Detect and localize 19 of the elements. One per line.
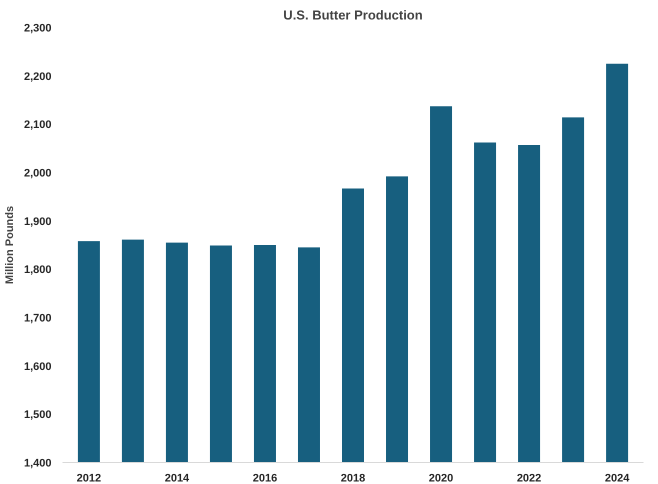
y-tick-label: 1,600 <box>24 360 52 373</box>
x-tick-label: 2016 <box>252 472 278 484</box>
x-tick-label: 2018 <box>340 472 366 484</box>
y-tick-label: 1,700 <box>24 312 52 324</box>
chart-title: U.S. Butter Production <box>283 8 423 22</box>
y-tick-label: 1,900 <box>24 216 52 228</box>
y-tick-label: 2,300 <box>24 22 52 34</box>
y-tick-label: 2,200 <box>24 70 52 83</box>
y-axis-title: Million Pounds <box>4 206 16 284</box>
x-tick-label: 2024 <box>604 472 630 484</box>
x-tick-label: 2020 <box>428 472 454 484</box>
y-tick-label: 1,500 <box>24 409 52 422</box>
x-tick-label: 2012 <box>76 472 102 484</box>
y-tick-label: 2,100 <box>24 119 52 132</box>
x-tick-label: 2014 <box>164 472 190 484</box>
y-tick-label: 1,400 <box>24 458 52 470</box>
y-tick-label: 2,000 <box>24 168 52 180</box>
x-tick-label: 2022 <box>516 472 542 484</box>
y-tick-label: 1,800 <box>24 264 52 276</box>
